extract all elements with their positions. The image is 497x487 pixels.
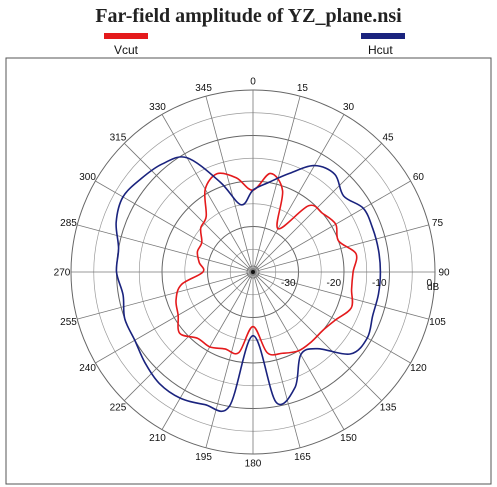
angle-tick-label: 105: [429, 317, 446, 328]
angle-tick-label: 330: [149, 102, 166, 113]
grid-spoke: [252, 180, 411, 273]
radial-tick-label: -10: [372, 278, 387, 289]
grid-spoke: [252, 271, 429, 320]
angle-tick-label: 15: [297, 83, 309, 94]
radial-tick-label: -30: [281, 278, 296, 289]
angle-tick-label: 120: [410, 363, 427, 374]
angle-tick-label: 225: [110, 403, 127, 414]
grid-spoke: [77, 224, 254, 273]
angle-tick-label: 60: [413, 172, 425, 183]
angle-tick-label: 30: [343, 102, 355, 113]
grid-spoke: [95, 271, 254, 364]
radial-tick-label: 0: [426, 278, 432, 289]
grid-spoke: [95, 180, 254, 273]
grid-spoke: [252, 224, 429, 273]
legend-hcut-swatch: [361, 33, 405, 39]
angle-tick-label: 315: [110, 132, 127, 143]
center-marker: [251, 270, 255, 274]
angle-tick-label: 75: [432, 218, 444, 229]
legend-hcut-label: Hcut: [368, 43, 393, 57]
series-line-hcut: [115, 156, 382, 413]
angle-tick-label: 150: [340, 433, 357, 444]
legend-vcut-swatch: [104, 33, 148, 39]
angle-tick-label: 180: [245, 459, 262, 470]
grid-spoke: [77, 271, 254, 320]
grid-spoke: [161, 271, 254, 430]
angle-tick-label: 300: [79, 172, 96, 183]
angle-tick-label: 195: [195, 452, 212, 463]
chart-title: Far-field amplitude of YZ_plane.nsi: [95, 5, 402, 27]
angle-tick-label: 240: [79, 363, 96, 374]
angle-tick-label: 90: [438, 268, 450, 279]
angle-tick-label: 255: [60, 317, 77, 328]
series-line-vcut: [175, 172, 358, 356]
grid-spoke: [205, 96, 254, 273]
grid-spoke: [252, 271, 301, 448]
label-group: 0 15 30 45 60 75 90 105 120 135 150 165 180 195 210 225…: [54, 77, 450, 470]
plot-frame: [5, 57, 492, 485]
grid-spoke: [161, 114, 254, 273]
angle-tick-label: 270: [54, 268, 71, 279]
angle-tick-label: 0: [250, 77, 256, 88]
series-group: [115, 156, 382, 413]
angle-tick-label: 345: [195, 83, 212, 94]
radial-tick-label: -20: [327, 278, 342, 289]
legend-vcut-label: Vcut: [114, 43, 139, 57]
grid-spoke: [252, 114, 345, 273]
grid-spoke: [205, 271, 254, 448]
angle-tick-label: 165: [294, 452, 311, 463]
angle-tick-label: 45: [382, 132, 394, 143]
grid-spoke: [124, 143, 254, 273]
grid-spoke: [252, 271, 411, 364]
angle-tick-label: 210: [149, 433, 166, 444]
radial-unit-label: dB: [427, 282, 440, 293]
angle-tick-label: 285: [60, 218, 77, 229]
grid-spoke: [252, 96, 301, 273]
angle-tick-label: 135: [380, 403, 397, 414]
